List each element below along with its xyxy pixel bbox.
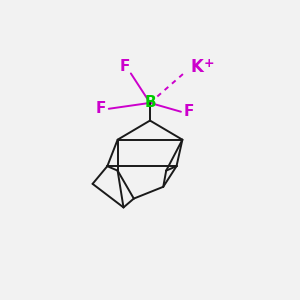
Text: F: F — [119, 59, 130, 74]
Text: F: F — [184, 104, 194, 119]
Text: F: F — [95, 101, 106, 116]
Text: +: + — [204, 57, 214, 70]
Text: K: K — [190, 58, 203, 76]
Text: B: B — [144, 95, 156, 110]
